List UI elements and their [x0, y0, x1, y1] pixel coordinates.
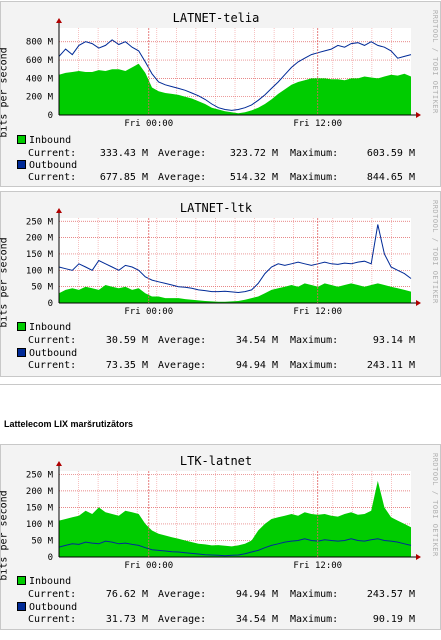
y-tick-label: 0 [48, 299, 53, 309]
plot-area: 0 200 M 400 M 600 M 800 M Fri 00:00 Fri 12:00 [26, 18, 421, 129]
y-tick-label: 200 M [26, 234, 54, 244]
y-axis-arrow [56, 461, 62, 466]
y-tick-label: 100 M [26, 266, 54, 276]
stat-maximum: 243.11 M [366, 360, 415, 371]
legend-inbound: Inbound [17, 135, 71, 147]
section-title: Lattelecom LIX maršrutizātors [4, 419, 134, 429]
x-axis-arrow [416, 554, 421, 560]
y-tick-label: 50 M [31, 536, 53, 546]
stats-inbound: Current: 76.62 M Average: 94.94 M Maximum: 24… [28, 589, 415, 600]
stat-average: 94.94 M [235, 589, 278, 600]
y-tick-label: 150 M [26, 503, 54, 513]
legend-outbound: Outbound [17, 160, 77, 172]
rrdtool-credit: RRDTOOL / TOBI OETIKER [431, 10, 439, 114]
inbound-swatch [17, 135, 26, 144]
series-area-inbound [59, 283, 411, 303]
y-tick-label: 100 M [26, 520, 54, 530]
plot-area: 0 50 M 100 M 150 M 200 M 250 M Fri 00:00 Fri 12… [26, 208, 421, 317]
stat-current: 30.59 M [105, 335, 148, 346]
x-tick-label: Fri 12:00 [293, 561, 342, 571]
y-tick-label: 150 M [26, 250, 54, 260]
series-area-inbound [59, 63, 411, 115]
graph-title: LATNET-telia [172, 11, 260, 25]
legend-inbound-label: Inbound [29, 576, 72, 587]
outbound-swatch [17, 348, 26, 357]
y-axis-arrow [56, 208, 62, 213]
legend-inbound: Inbound [17, 322, 71, 334]
rrdtool-credit: RRDTOOL / TOBI OETIKER [431, 453, 439, 557]
stats-outbound: Current: 31.73 M Average: 34.54 M Maximum: 90… [28, 614, 415, 625]
stat-current: 73.35 M [105, 360, 148, 371]
outbound-swatch [17, 602, 26, 611]
outbound-swatch [17, 160, 26, 169]
series-line-outbound [58, 538, 412, 557]
x-tick-label: Fri 00:00 [124, 561, 173, 571]
stat-maximum: 844.65 M [366, 172, 415, 183]
legend-outbound-label: Outbound [29, 348, 78, 359]
divider [0, 384, 441, 385]
legend-outbound-label: Outbound [29, 602, 78, 613]
plot-area: 0 50 M 100 M 150 M 200 M 250 M Fri 00:00 Fri 12… [26, 461, 421, 571]
y-tick-label: 800 M [26, 38, 54, 48]
y-tick-label: 200 M [26, 93, 54, 103]
legend-inbound-label: Inbound [29, 135, 72, 146]
legend-inbound: Inbound [17, 576, 71, 588]
stat-average: 34.54 M [235, 614, 278, 625]
y-tick-label: 0 [48, 553, 53, 563]
rrdtool-credit: RRDTOOL / TOBI OETIKER [431, 200, 439, 304]
y-axis-arrow [56, 18, 62, 23]
inbound-swatch [17, 576, 26, 585]
series-area-inbound [59, 480, 411, 557]
legend-outbound-label: Outbound [29, 160, 78, 171]
legend-outbound: Outbound [17, 602, 77, 614]
stat-average: 94.94 M [235, 360, 278, 371]
stat-maximum: 90.19 M [372, 614, 415, 625]
x-axis-arrow [416, 300, 421, 306]
graph-panel-ltk: LATNET-ltk bits per second RRDTOOL / TOB… [0, 191, 441, 377]
stats-inbound: Current: 333.43 M Average: 323.72 M Maximum:… [28, 148, 415, 159]
graph-title: LTK-latnet [179, 454, 253, 468]
x-tick-label: Fri 12:00 [293, 119, 342, 129]
stat-average: 34.54 M [235, 335, 278, 346]
y-tick-label: 250 M [26, 470, 54, 480]
x-tick-label: Fri 12:00 [293, 307, 342, 317]
y-tick-label: 600 M [26, 56, 54, 66]
stats-outbound: Current: 677.85 M Average: 514.32 M Maximum:… [28, 172, 415, 183]
stat-current: 333.43 M [99, 148, 148, 159]
y-tick-label: 400 M [26, 74, 54, 84]
y-tick-label: 200 M [26, 487, 54, 497]
stat-current: 76.62 M [105, 589, 148, 600]
stat-average: 323.72 M [229, 148, 278, 159]
inbound-swatch [17, 322, 26, 331]
y-tick-label: 250 M [26, 217, 54, 227]
y-tick-label: 50 M [31, 283, 53, 293]
stat-maximum: 243.57 M [366, 589, 415, 600]
stat-maximum: 93.14 M [372, 335, 415, 346]
stats-outbound: Current: 73.35 M Average: 94.94 M Maximum: 24… [28, 360, 415, 371]
stat-maximum: 603.59 M [366, 148, 415, 159]
x-axis-arrow [416, 112, 421, 118]
x-tick-label: Fri 00:00 [124, 119, 173, 129]
graph-panel-telia: LATNET-telia bits per second RRDTOOL / T… [0, 1, 441, 187]
stats-inbound: Current: 30.59 M Average: 34.54 M Maximum: 93… [28, 335, 415, 346]
series-line-outbound [58, 39, 412, 111]
stat-current: 677.85 M [99, 172, 148, 183]
stat-current: 31.73 M [105, 614, 148, 625]
legend-inbound-label: Inbound [29, 322, 72, 333]
graph-panel-ltk-latnet: LTK-latnet bits per second RRDTOOL / TOB… [0, 444, 441, 630]
graph-title: LATNET-ltk [179, 201, 253, 215]
stat-average: 514.32 M [229, 172, 278, 183]
x-tick-label: Fri 00:00 [124, 307, 173, 317]
legend-outbound: Outbound [17, 348, 77, 360]
y-tick-label: 0 [48, 111, 53, 121]
series-line-outbound [58, 224, 412, 294]
